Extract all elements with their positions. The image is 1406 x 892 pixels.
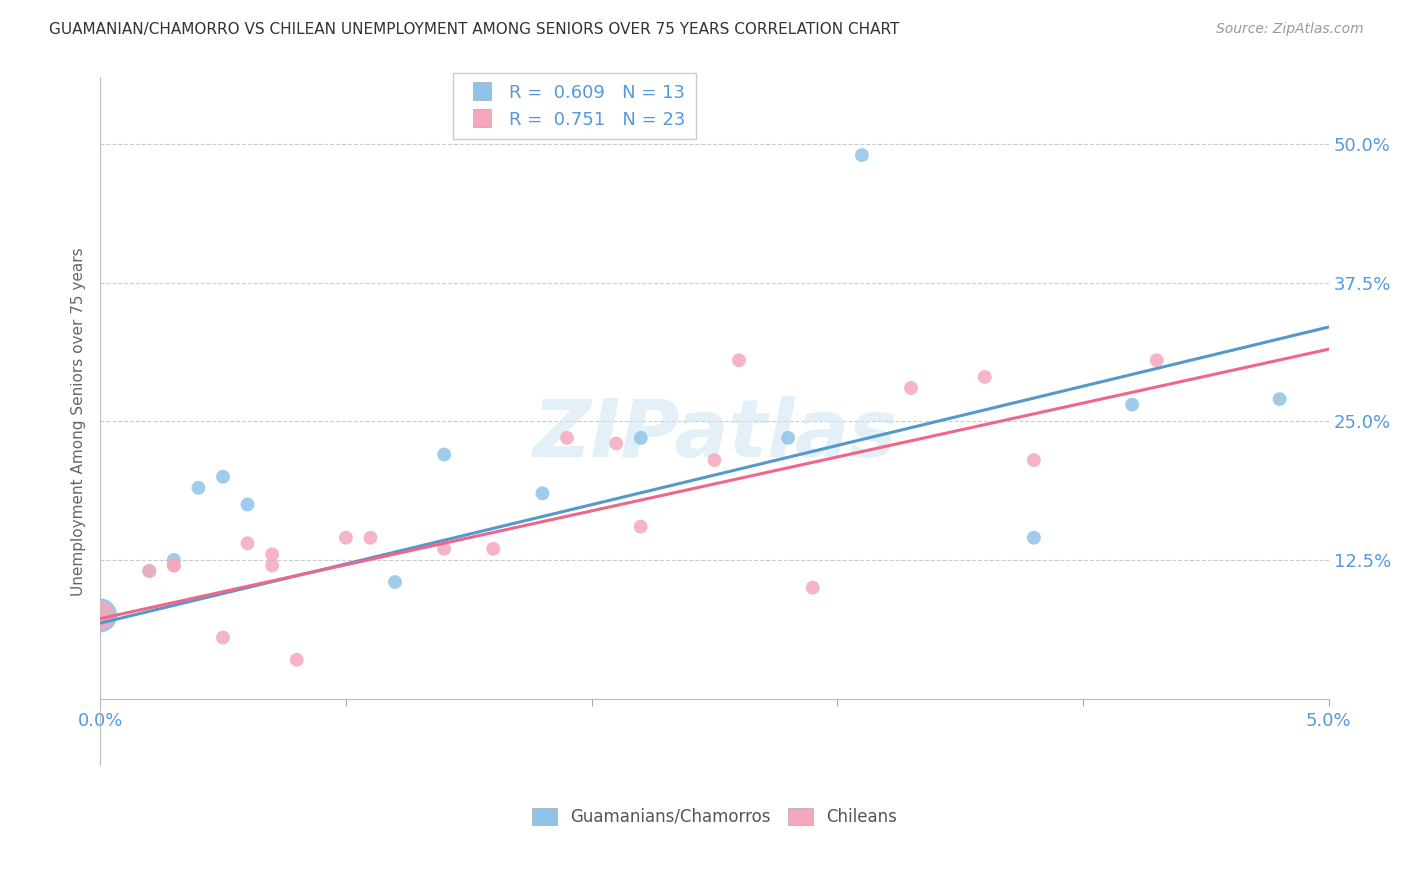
Point: [89, 608, 111, 623]
Point: [1022, 453, 1045, 467]
Text: GUAMANIAN/CHAMORRO VS CHILEAN UNEMPLOYMENT AMONG SENIORS OVER 75 YEARS CORRELATI: GUAMANIAN/CHAMORRO VS CHILEAN UNEMPLOYME…: [49, 22, 900, 37]
Point: [605, 436, 627, 450]
Point: [384, 575, 406, 590]
Point: [285, 653, 308, 667]
Point: [163, 558, 186, 573]
Point: [1268, 392, 1291, 406]
Point: [236, 498, 259, 512]
Text: ZIPatlas: ZIPatlas: [531, 396, 897, 474]
Point: [212, 469, 235, 483]
Point: [778, 431, 800, 445]
Point: [433, 541, 456, 556]
Point: [801, 581, 824, 595]
Point: [236, 536, 259, 550]
Point: [1022, 531, 1045, 545]
Text: Source: ZipAtlas.com: Source: ZipAtlas.com: [1216, 22, 1364, 37]
Point: [900, 381, 922, 395]
Point: [89, 608, 111, 623]
Point: [482, 541, 505, 556]
Point: [630, 431, 652, 445]
Legend: Guamanians/Chamorros, Chileans: Guamanians/Chamorros, Chileans: [526, 801, 904, 832]
Point: [262, 547, 284, 561]
Point: [212, 631, 235, 645]
Point: [1146, 353, 1168, 368]
Point: [531, 486, 554, 500]
Point: [262, 558, 284, 573]
Point: [851, 148, 873, 162]
Point: [555, 431, 578, 445]
Point: [163, 558, 186, 573]
Point: [1121, 398, 1143, 412]
Point: [359, 531, 381, 545]
Y-axis label: Unemployment Among Seniors over 75 years: Unemployment Among Seniors over 75 years: [72, 247, 86, 596]
Point: [89, 608, 111, 623]
Point: [703, 453, 725, 467]
Point: [138, 564, 160, 578]
Point: [163, 553, 186, 567]
Point: [335, 531, 357, 545]
Point: [138, 564, 160, 578]
Point: [187, 481, 209, 495]
Point: [89, 608, 111, 623]
Point: [728, 353, 751, 368]
Point: [433, 448, 456, 462]
Point: [973, 370, 995, 384]
Point: [630, 519, 652, 533]
